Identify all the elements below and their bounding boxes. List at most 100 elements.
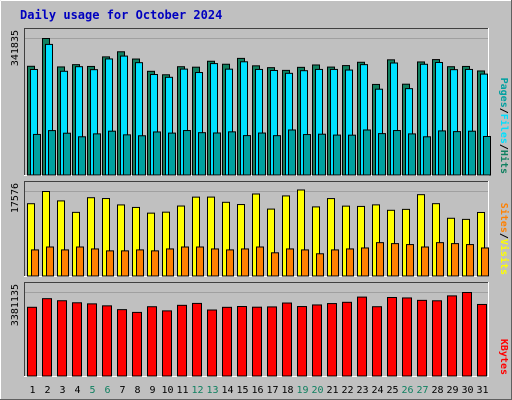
chart-title: Daily usage for October 2024 [20, 8, 222, 22]
day-label-8: 8 [134, 385, 140, 396]
legend-sites: Sites [498, 203, 510, 233]
kbytes-bar-kbytes-day-31 [477, 303, 487, 377]
visits-sites-bar-sites-day-11 [181, 246, 189, 277]
kbytes-legend: KBytes [498, 339, 509, 375]
kbytes-bar-kbytes-day-28 [432, 300, 442, 377]
kbytes-bar-kbytes-day-7 [117, 309, 127, 377]
hits-files-pages-bar-pages-day-18 [288, 129, 296, 176]
day-label-9: 9 [149, 385, 155, 396]
kbytes-bar-kbytes-day-20 [312, 304, 322, 377]
day-label-2: 2 [44, 385, 50, 396]
day-label-19: 19 [296, 385, 308, 396]
kbytes-bar-kbytes-day-30 [462, 292, 472, 377]
plot-area: 341835Pages/Files/Hits17576Sites/Visits3… [10, 28, 510, 377]
visits-sites-bar-sites-day-31 [481, 247, 489, 277]
visits-sites-bar-sites-day-18 [286, 248, 294, 277]
kbytes-bar-kbytes-day-24 [372, 306, 382, 377]
hits-files-pages-bar-pages-day-23 [363, 129, 371, 176]
kbytes-bar-kbytes-day-4 [72, 302, 82, 377]
kbytes-bar-kbytes-day-12 [192, 302, 202, 377]
kbytes-bar-kbytes-day-27 [417, 299, 427, 377]
kbytes-bar-kbytes-day-29 [447, 295, 457, 377]
hits-files-pages-bar-pages-day-21 [333, 134, 341, 176]
visits-sites-bar-sites-day-20 [316, 253, 324, 277]
visits-sites-bar-sites-day-21 [331, 249, 339, 277]
day-label-26: 26 [401, 385, 413, 396]
day-label-18: 18 [281, 385, 293, 396]
hits-files-pages-bar-pages-day-4 [78, 136, 86, 176]
visits-sites-bar-sites-day-7 [121, 250, 129, 277]
visits-sites-bar-sites-day-14 [226, 249, 234, 277]
day-label-24: 24 [371, 385, 383, 396]
kbytes-bar-kbytes-day-19 [297, 306, 307, 377]
day-label-5: 5 [89, 385, 95, 396]
day-label-16: 16 [251, 385, 263, 396]
kbytes-bar-kbytes-day-23 [357, 296, 367, 377]
hits-files-pages-bar-pages-day-29 [453, 131, 461, 176]
day-label-12: 12 [191, 385, 203, 396]
hits-files-pages-bar-pages-day-30 [468, 130, 476, 176]
day-label-30: 30 [461, 385, 473, 396]
visits-sites-bar-sites-day-15 [241, 248, 249, 277]
hits-files-pages-bar-pages-day-13 [213, 132, 221, 176]
visits-sites-bar-sites-day-23 [361, 247, 369, 277]
day-label-6: 6 [104, 385, 110, 396]
visits-sites-bar-sites-day-4 [76, 246, 84, 277]
visits-sites-bar-sites-day-26 [406, 244, 414, 277]
legend-kbytes: KBytes [498, 339, 509, 375]
kbytes-bar-kbytes-day-3 [57, 300, 67, 377]
day-label-23: 23 [356, 385, 368, 396]
kbytes-bar-kbytes-day-26 [402, 297, 412, 377]
hits-files-pages-bar-pages-day-9 [153, 131, 161, 176]
hits-files-pages-bar-pages-day-1 [33, 133, 41, 176]
legend-separator: / [498, 108, 509, 114]
day-label-28: 28 [431, 385, 443, 396]
visits-sites-ymax-label: 17576 [10, 183, 21, 213]
day-label-20: 20 [311, 385, 323, 396]
hits-files-pages-bar-pages-day-20 [318, 133, 326, 176]
hits-files-pages-bar-pages-day-15 [243, 135, 251, 176]
kbytes-bar-kbytes-day-6 [102, 305, 112, 377]
hits-files-pages-bar-pages-day-25 [393, 130, 401, 176]
visits-sites-bar-sites-day-30 [466, 244, 474, 277]
kbytes-bar-kbytes-day-13 [207, 309, 217, 377]
kbytes-bar-kbytes-day-25 [387, 296, 397, 377]
kbytes-bar-kbytes-day-11 [177, 304, 187, 377]
legend-separator: / [498, 144, 509, 150]
kbytes-bar-kbytes-day-15 [237, 306, 247, 377]
kbytes-bar-kbytes-day-22 [342, 301, 352, 377]
hits-files-pages-bar-pages-day-24 [378, 133, 386, 176]
visits-sites-bar-sites-day-24 [376, 242, 384, 277]
legend-files: Files [498, 114, 510, 144]
day-label-29: 29 [446, 385, 458, 396]
visits-sites-bar-sites-day-17 [271, 252, 279, 277]
day-label-3: 3 [59, 385, 65, 396]
hits-files-pages-bar-pages-day-3 [63, 132, 71, 176]
hits-files-pages-bar-pages-day-10 [168, 132, 176, 176]
hits-files-pages-bar-pages-day-22 [348, 134, 356, 176]
day-label-14: 14 [221, 385, 233, 396]
hits-files-pages-bar-pages-day-6 [108, 130, 116, 176]
visits-sites-bar-sites-day-19 [301, 249, 309, 277]
day-label-25: 25 [386, 385, 398, 396]
kbytes-bar-kbytes-day-1 [27, 306, 37, 377]
hits-files-pages-bar-pages-day-5 [93, 133, 101, 176]
kbytes-bar-kbytes-day-2 [42, 298, 52, 377]
kbytes-bar-kbytes-day-5 [87, 303, 97, 377]
hits-files-pages-bar-pages-day-26 [408, 133, 416, 176]
day-label-10: 10 [161, 385, 173, 396]
visits-sites-bar-sites-day-22 [346, 248, 354, 277]
hits-files-pages-bar-pages-day-17 [273, 135, 281, 176]
day-label-15: 15 [236, 385, 248, 396]
hits-files-pages-bar-pages-day-16 [258, 132, 266, 176]
legend-pages: Pages [498, 78, 509, 108]
visits-sites-bar-sites-day-8 [136, 249, 144, 277]
legend-separator: / [498, 233, 509, 239]
visits-sites-bar-sites-day-1 [31, 249, 39, 277]
kbytes-bar-kbytes-day-10 [162, 310, 172, 377]
hits-files-pages-bar-pages-day-19 [303, 134, 311, 176]
hits-files-pages-bar-pages-day-11 [183, 130, 191, 176]
hits-files-pages-ymax-label: 341835 [10, 30, 21, 66]
day-label-27: 27 [416, 385, 428, 396]
